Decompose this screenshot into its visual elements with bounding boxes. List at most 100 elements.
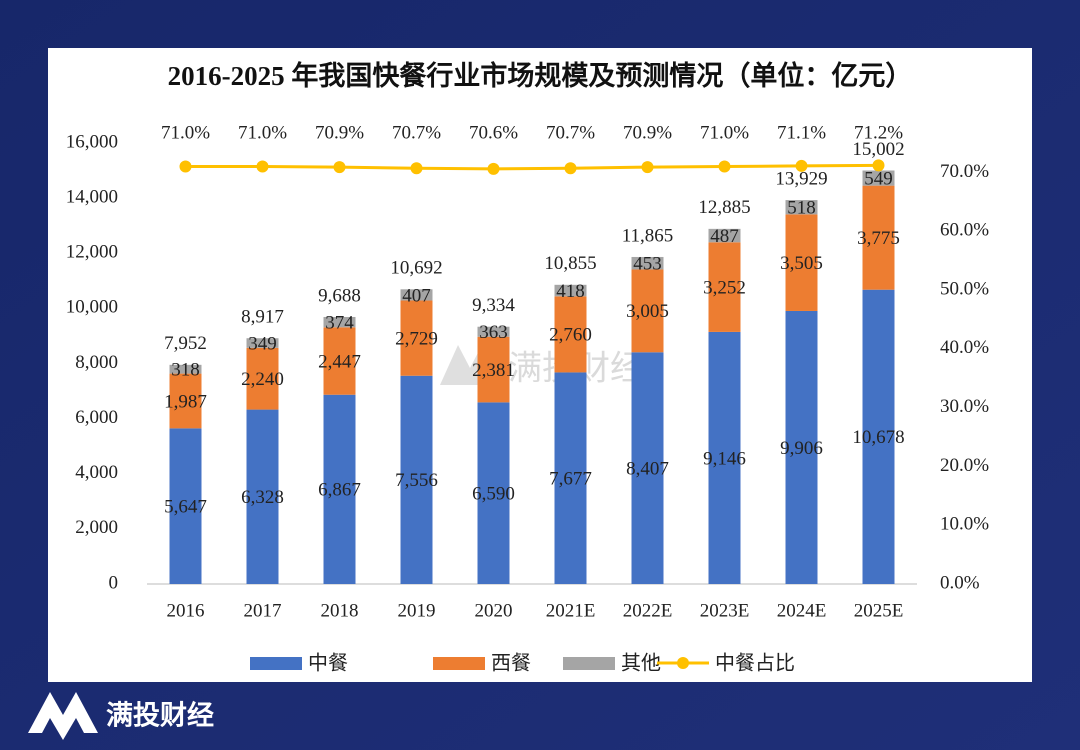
line-label: 71.0% xyxy=(700,122,749,143)
data-label: 3,005 xyxy=(626,301,669,322)
line-label: 71.0% xyxy=(238,122,287,143)
data-label: 3,505 xyxy=(780,253,823,274)
data-label: 9,146 xyxy=(703,448,746,469)
bar-segment xyxy=(323,394,356,584)
x-tick-label: 2017 xyxy=(244,600,282,621)
legend-label: 西餐 xyxy=(491,651,531,675)
x-tick-label: 2018 xyxy=(321,600,359,621)
data-label: 3,252 xyxy=(703,277,746,298)
bar-segment xyxy=(477,402,510,584)
y2-tick-label: 20.0% xyxy=(940,455,989,476)
data-label: 487 xyxy=(710,226,739,247)
y-tick-label: 16,000 xyxy=(66,131,118,152)
bar-segment xyxy=(323,327,356,395)
total-label: 11,865 xyxy=(622,225,674,246)
brand-logo xyxy=(28,692,98,740)
total-label: 15,002 xyxy=(852,139,904,160)
data-label: 10,678 xyxy=(852,427,904,448)
data-label: 2,447 xyxy=(318,351,361,372)
y2-tick-label: 30.0% xyxy=(940,396,989,417)
y-tick-label: 10,000 xyxy=(66,297,118,318)
y-tick-label: 2,000 xyxy=(75,517,118,538)
x-tick-label: 2023E xyxy=(700,600,750,621)
y-tick-label: 8,000 xyxy=(75,352,118,373)
data-label: 418 xyxy=(556,281,585,302)
data-label: 6,328 xyxy=(241,487,284,508)
line-label: 70.7% xyxy=(546,122,595,143)
x-tick-label: 2024E xyxy=(777,600,827,621)
total-label: 13,929 xyxy=(775,168,827,189)
data-label: 6,590 xyxy=(472,484,515,505)
line-point xyxy=(872,159,885,172)
data-label: 549 xyxy=(864,168,893,189)
line-point xyxy=(487,162,500,175)
y-tick-label: 12,000 xyxy=(66,242,118,263)
bar-segment xyxy=(477,326,510,337)
bar-segment xyxy=(169,364,202,374)
bar-segment xyxy=(862,185,895,290)
bar-segment xyxy=(631,256,664,270)
legend-swatch xyxy=(563,657,615,670)
data-label: 374 xyxy=(325,312,354,333)
y-tick-label: 14,000 xyxy=(66,186,118,207)
data-label: 5,647 xyxy=(164,497,207,518)
line-point xyxy=(333,161,346,174)
total-label: 12,885 xyxy=(698,197,750,218)
line-label: 70.7% xyxy=(392,122,441,143)
data-label: 1,987 xyxy=(164,391,207,412)
total-label: 7,952 xyxy=(164,333,207,354)
bar-segment xyxy=(477,336,510,403)
data-label: 7,556 xyxy=(395,470,438,491)
data-label: 518 xyxy=(787,198,816,219)
data-label: 7,677 xyxy=(549,469,592,490)
bar-segment xyxy=(631,269,664,353)
legend-label: 其他 xyxy=(621,651,661,675)
data-label: 9,906 xyxy=(780,438,823,459)
y2-tick-label: 50.0% xyxy=(940,278,989,299)
data-label: 2,729 xyxy=(395,328,438,349)
bar-segment xyxy=(246,409,279,584)
data-label: 407 xyxy=(402,285,431,306)
line-point xyxy=(564,162,577,175)
line-label: 71.1% xyxy=(777,122,826,143)
data-label: 8,407 xyxy=(626,459,669,480)
y-tick-label: 0 xyxy=(109,572,119,593)
bar-segment xyxy=(708,228,741,243)
data-label: 2,760 xyxy=(549,325,592,346)
bar-segment xyxy=(862,289,895,584)
bar-segment xyxy=(400,375,433,584)
legend-label: 中餐 xyxy=(308,651,348,675)
brand-name: 满投财经 xyxy=(106,700,214,732)
data-label: 3,775 xyxy=(857,228,900,249)
line-point xyxy=(718,160,731,173)
y2-tick-label: 0.0% xyxy=(940,572,980,593)
x-tick-label: 2022E xyxy=(623,600,673,621)
bar-segment xyxy=(554,296,587,373)
line-label: 71.0% xyxy=(161,122,210,143)
data-label: 349 xyxy=(248,333,277,354)
bar-segment xyxy=(169,428,202,584)
bar-segment xyxy=(785,200,818,215)
y2-tick-label: 70.0% xyxy=(940,161,989,182)
x-tick-label: 2025E xyxy=(854,600,904,621)
chart-title: 2016-2025 年我国快餐行业市场规模及预测情况（单位：亿元） xyxy=(168,60,913,91)
line-label: 70.9% xyxy=(315,122,364,143)
total-label: 10,692 xyxy=(390,258,442,279)
data-label: 453 xyxy=(633,254,662,275)
bar-segment xyxy=(246,338,279,348)
bar-segment xyxy=(785,214,818,311)
bar-segment xyxy=(862,170,895,186)
line-point xyxy=(410,162,423,175)
y2-tick-label: 10.0% xyxy=(940,514,989,535)
bar-segment xyxy=(400,300,433,376)
legend-label: 中餐占比 xyxy=(715,651,795,675)
data-label: 2,381 xyxy=(472,360,515,381)
line-point xyxy=(795,159,808,172)
bar-segment xyxy=(708,331,741,584)
bar-segment xyxy=(323,316,356,328)
line-label: 70.6% xyxy=(469,122,518,143)
bar-segment xyxy=(246,347,279,410)
bar-segment xyxy=(631,352,664,584)
y2-tick-label: 40.0% xyxy=(940,337,989,358)
